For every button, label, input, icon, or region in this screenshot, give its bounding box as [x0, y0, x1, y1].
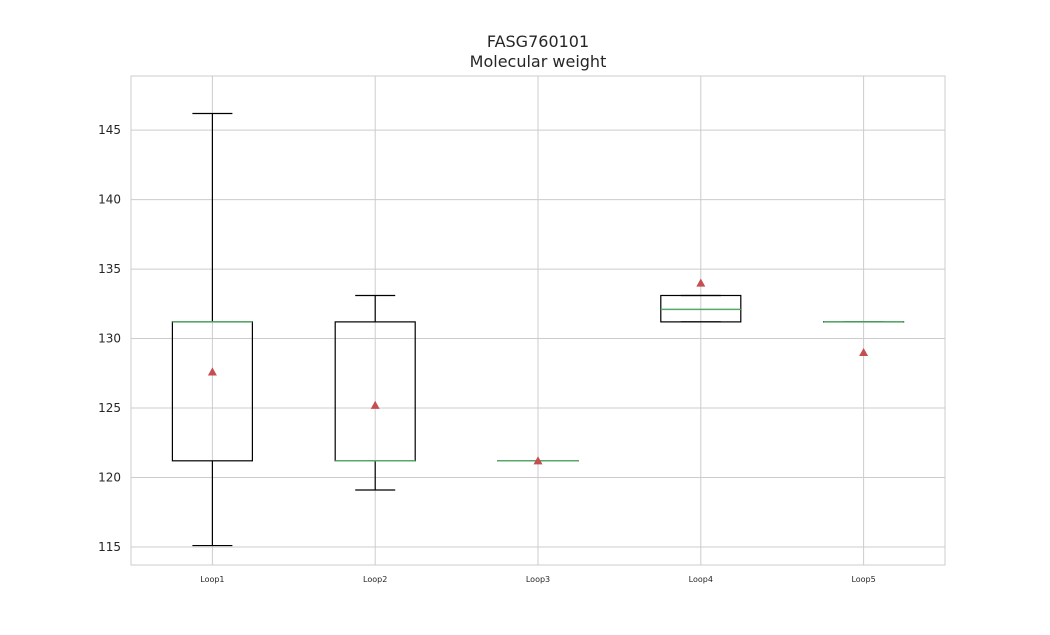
- mean-marker: [533, 456, 543, 465]
- box-series: [171, 112, 905, 547]
- box-loop4: [660, 278, 742, 323]
- y-tick-label: 120: [98, 470, 121, 484]
- mean-marker: [207, 367, 217, 376]
- box-loop2: [334, 294, 416, 491]
- mean-marker: [859, 347, 869, 357]
- x-tick-label: Loop3: [526, 575, 550, 584]
- x-axis-ticks: Loop1 Loop2 Loop3 Loop4 Loop5: [200, 575, 875, 584]
- y-tick-label: 135: [98, 262, 121, 276]
- x-tick-label: Loop5: [851, 575, 875, 584]
- box-loop3: [497, 456, 579, 465]
- chart-subtitle: Molecular weight: [470, 52, 607, 71]
- y-tick-label: 130: [98, 332, 121, 346]
- y-tick-label: 145: [98, 123, 121, 137]
- mean-marker: [370, 400, 380, 409]
- box-loop5: [822, 321, 905, 357]
- y-tick-label: 125: [98, 401, 121, 415]
- y-tick-label: 140: [98, 193, 121, 207]
- x-tick-label: Loop4: [689, 575, 713, 584]
- x-tick-label: Loop1: [200, 575, 224, 584]
- y-axis-ticks: 115 120 125 130 135 140 145: [98, 123, 121, 554]
- x-tick-label: Loop2: [363, 575, 387, 584]
- chart-title: FASG760101: [487, 32, 589, 51]
- grid-lines: [131, 76, 945, 565]
- box-loop1: [171, 112, 253, 547]
- y-tick-label: 115: [98, 540, 121, 554]
- mean-marker: [696, 278, 706, 287]
- plot-frame: [130, 75, 946, 566]
